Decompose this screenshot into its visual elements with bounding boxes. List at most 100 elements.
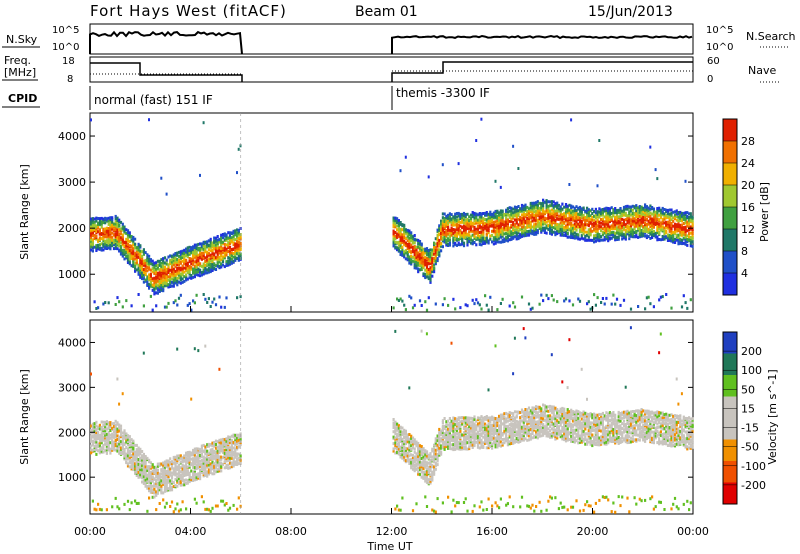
velocity-cell bbox=[123, 448, 126, 451]
power-cell bbox=[628, 230, 631, 234]
power-cell bbox=[487, 229, 490, 233]
power-cell bbox=[232, 252, 235, 255]
power-cell bbox=[552, 206, 555, 210]
power-cell bbox=[137, 263, 140, 267]
velocity-cell bbox=[111, 447, 114, 451]
power-cell bbox=[589, 209, 592, 213]
power-cell bbox=[116, 228, 119, 232]
velocity-cell bbox=[104, 431, 107, 435]
power-cell bbox=[218, 251, 221, 255]
power-cell bbox=[670, 239, 673, 243]
power-cell bbox=[404, 231, 407, 235]
velocity-cell bbox=[228, 439, 232, 442]
velocity-cell bbox=[181, 479, 184, 483]
power-cell bbox=[563, 226, 566, 230]
velocity-cell bbox=[420, 449, 423, 453]
power-cell bbox=[232, 237, 235, 241]
power-cell bbox=[418, 261, 422, 264]
power-cell bbox=[568, 208, 571, 212]
power-cell bbox=[459, 220, 462, 224]
velocity-cell bbox=[411, 464, 415, 468]
power-cell bbox=[462, 227, 466, 231]
velocity-cell bbox=[137, 462, 140, 466]
power-cell bbox=[675, 233, 678, 237]
power-cell bbox=[102, 239, 105, 243]
power-cell bbox=[422, 252, 425, 256]
power-cell bbox=[190, 262, 193, 266]
power-cell bbox=[236, 242, 239, 246]
power-cell bbox=[418, 242, 422, 246]
power-cell bbox=[533, 231, 536, 235]
power-cell bbox=[564, 218, 568, 222]
power-cell bbox=[552, 218, 555, 222]
power-cell bbox=[142, 259, 145, 263]
power-cell bbox=[114, 303, 117, 306]
power-cell bbox=[637, 222, 640, 226]
velocity-cell bbox=[417, 460, 420, 464]
power-cell bbox=[563, 205, 566, 209]
power-cell bbox=[688, 212, 691, 216]
power-cell bbox=[176, 266, 179, 270]
power-cell bbox=[561, 227, 564, 231]
power-cell bbox=[445, 240, 448, 244]
power-cell bbox=[155, 286, 158, 290]
power-cell bbox=[225, 233, 228, 237]
power-cell bbox=[651, 224, 654, 227]
power-colorbar-tick-label: 24 bbox=[741, 157, 755, 170]
velocity-cell bbox=[406, 440, 409, 444]
velocity-cell bbox=[93, 422, 96, 426]
velocity-cell bbox=[114, 423, 117, 427]
power-cell bbox=[111, 218, 114, 221]
power-cell bbox=[144, 251, 147, 255]
power-cell bbox=[153, 265, 156, 269]
power-cell bbox=[221, 247, 225, 251]
power-cell bbox=[114, 214, 117, 218]
power-cell bbox=[684, 227, 687, 231]
power-cell bbox=[677, 211, 680, 214]
power-cell bbox=[213, 262, 216, 266]
power-cell bbox=[651, 233, 654, 237]
power-cell bbox=[162, 274, 165, 278]
velocity-cell bbox=[397, 426, 400, 430]
power-cell bbox=[605, 228, 608, 232]
power-cell bbox=[679, 230, 682, 234]
power-cell bbox=[498, 228, 501, 232]
power-cell bbox=[440, 242, 443, 245]
power-cell bbox=[688, 237, 691, 241]
power-cell bbox=[617, 227, 620, 231]
power-cell bbox=[415, 264, 418, 268]
power-cell bbox=[102, 217, 105, 221]
velocity-cell bbox=[165, 471, 168, 475]
power-cell bbox=[663, 237, 666, 241]
velocity-cell bbox=[105, 441, 108, 445]
power-cell bbox=[197, 248, 200, 252]
power-cell bbox=[508, 209, 511, 213]
velocity-cell bbox=[144, 460, 147, 464]
power-cell bbox=[629, 232, 633, 236]
velocity-cell bbox=[192, 460, 195, 464]
power-cell bbox=[629, 224, 633, 228]
power-cell bbox=[102, 248, 105, 252]
power-cell bbox=[570, 204, 573, 208]
power-cell bbox=[598, 235, 601, 239]
power-cell bbox=[542, 198, 545, 202]
power-cell bbox=[559, 225, 562, 229]
power-cell bbox=[153, 261, 156, 265]
power-cell bbox=[622, 234, 626, 238]
power-cell bbox=[550, 212, 553, 216]
power-cell bbox=[635, 230, 638, 233]
power-cell bbox=[137, 270, 140, 274]
power-cell bbox=[197, 267, 200, 271]
velocity-cell bbox=[156, 481, 159, 485]
velocity-cell bbox=[420, 467, 423, 471]
power-cell bbox=[417, 270, 420, 274]
freq-tick-bottom: 8 bbox=[67, 74, 73, 85]
velocity-cell bbox=[411, 446, 415, 450]
velocity-cell bbox=[418, 449, 422, 453]
power-cell bbox=[452, 221, 455, 225]
power-cell bbox=[563, 299, 566, 303]
power-cell bbox=[148, 259, 151, 263]
velocity-cell bbox=[141, 468, 144, 472]
power-cell bbox=[156, 271, 159, 275]
